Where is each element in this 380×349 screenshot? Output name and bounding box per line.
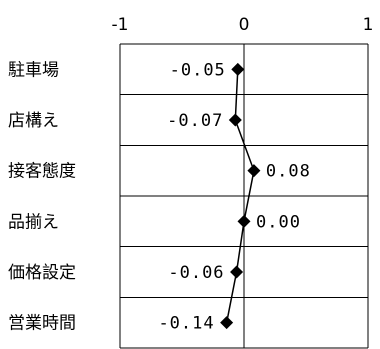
data-label-layer: -0.05 -0.07 0.08 0.00 -0.06 -0.14 (158, 60, 311, 334)
category-label: 接客態度 (8, 162, 76, 182)
x-tick-label: -1 (112, 15, 129, 35)
data-point-marker (231, 62, 245, 76)
data-point-marker (230, 265, 244, 279)
series-layer (220, 62, 261, 330)
data-point-marker (247, 164, 261, 178)
category-label: 価格設定 (8, 263, 76, 283)
data-point-marker (228, 113, 242, 127)
x-tick-label: 0 (239, 15, 250, 35)
data-label: 0.08 (266, 162, 311, 182)
category-label: 店構え (8, 111, 59, 131)
data-label: -0.05 (170, 60, 226, 80)
data-point-marker (237, 214, 251, 228)
x-tick-label: 1 (363, 15, 374, 35)
data-label: -0.14 (158, 314, 214, 334)
data-label: -0.06 (168, 263, 224, 283)
data-label: 0.00 (256, 212, 301, 232)
series-line (225, 69, 255, 323)
category-label: 品揃え (8, 212, 59, 232)
category-label: 駐車場 (8, 60, 59, 80)
x-tick-layer: -1 0 1 (112, 15, 374, 35)
category-label: 営業時間 (8, 314, 76, 334)
data-point-marker (220, 316, 234, 330)
data-label: -0.07 (167, 111, 223, 131)
grid-layer (119, 43, 369, 349)
